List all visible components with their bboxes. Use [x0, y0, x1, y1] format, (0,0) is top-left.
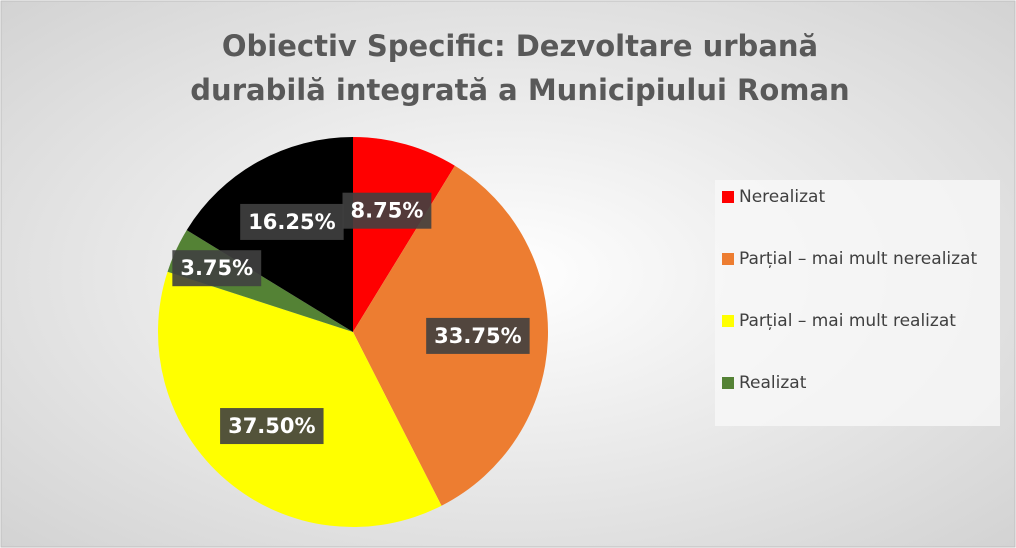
data-label-box [172, 250, 262, 287]
data-label: 3.75% [180, 256, 253, 280]
data-label: 16.25% [248, 210, 335, 234]
legend-label: Parțial – mai mult nerealizat [739, 249, 977, 269]
chart-title: Obiectiv Specific: Dezvoltare urbană dura… [190, 29, 849, 107]
data-label-box [240, 203, 344, 240]
legend-swatch [722, 253, 734, 265]
pie-slice [158, 271, 442, 528]
data-label: 33.75% [434, 324, 521, 348]
data-label-box [342, 192, 432, 229]
legend-swatch [722, 315, 734, 327]
legend-label: Nerealizat [739, 187, 825, 207]
legend-label: Realizat [739, 373, 807, 393]
data-label-box [426, 317, 530, 354]
data-label: 37.50% [228, 414, 315, 438]
legend-swatch [722, 377, 734, 389]
legend-swatch [722, 191, 734, 203]
legend-label: Parțial – mai mult realizat [739, 311, 956, 331]
data-label: 8.75% [351, 199, 424, 223]
pie-slice [353, 137, 455, 332]
data-label-box [220, 408, 324, 445]
legend-box [715, 180, 1000, 426]
